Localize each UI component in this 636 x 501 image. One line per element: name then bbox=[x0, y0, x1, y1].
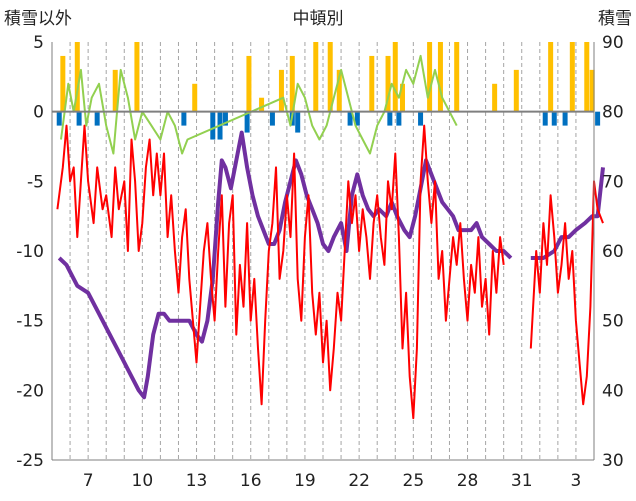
series-line bbox=[56, 124, 505, 420]
y-left-tick-label: -20 bbox=[16, 381, 44, 401]
bar bbox=[295, 111, 301, 133]
bar bbox=[347, 111, 353, 126]
x-tick-label: 25 bbox=[403, 471, 425, 491]
bar bbox=[548, 42, 554, 112]
bar bbox=[74, 42, 80, 112]
y-left-tick-label: 5 bbox=[33, 33, 44, 53]
bar bbox=[542, 111, 548, 126]
y-left-tick-label: -10 bbox=[16, 242, 44, 262]
bar bbox=[387, 111, 393, 126]
y-left-label: 積雪以外 bbox=[4, 9, 72, 29]
bar bbox=[396, 111, 402, 126]
bar bbox=[336, 69, 342, 112]
bar bbox=[392, 42, 398, 112]
bar bbox=[289, 55, 295, 112]
bar bbox=[327, 42, 333, 112]
x-tick-label: 16 bbox=[240, 471, 262, 491]
bar bbox=[313, 42, 319, 112]
bar-series bbox=[56, 42, 601, 140]
bar bbox=[246, 55, 252, 112]
line-series bbox=[56, 54, 605, 420]
bar bbox=[584, 42, 590, 112]
bar bbox=[354, 111, 360, 126]
y-right-tick-label: 70 bbox=[602, 172, 624, 192]
x-tick-label: 7 bbox=[83, 471, 94, 491]
bar bbox=[551, 111, 557, 126]
bar bbox=[589, 69, 595, 112]
bar bbox=[399, 83, 405, 112]
y-right-tick-label: 60 bbox=[602, 242, 624, 262]
bar bbox=[385, 55, 391, 112]
bar bbox=[76, 111, 82, 126]
bar bbox=[595, 111, 601, 126]
y-left-tick-label: -5 bbox=[27, 172, 44, 192]
bar bbox=[192, 83, 198, 112]
bar bbox=[427, 42, 433, 112]
bar bbox=[437, 42, 443, 112]
bar bbox=[569, 42, 575, 112]
x-tick-label: 19 bbox=[294, 471, 316, 491]
x-tick-label: 28 bbox=[457, 471, 479, 491]
x-tick-label: 22 bbox=[348, 471, 370, 491]
bar bbox=[562, 111, 568, 126]
y-right-label: 積雪 bbox=[598, 9, 632, 29]
axes bbox=[51, 42, 595, 461]
bar bbox=[134, 42, 140, 112]
y-left-tick-label: 0 bbox=[33, 103, 44, 123]
x-tick-label: 10 bbox=[132, 471, 154, 491]
series-line bbox=[529, 180, 604, 406]
bar bbox=[269, 111, 275, 126]
x-tick-label: 3 bbox=[571, 471, 582, 491]
bar bbox=[492, 83, 498, 112]
y-right-tick-label: 40 bbox=[602, 381, 624, 401]
y-right-tick-label: 80 bbox=[602, 103, 624, 123]
bar bbox=[244, 111, 250, 133]
y-right-tick-label: 30 bbox=[602, 451, 624, 471]
bar bbox=[513, 69, 519, 112]
bar bbox=[222, 111, 228, 126]
bar bbox=[210, 111, 216, 140]
bar bbox=[454, 42, 460, 112]
bar bbox=[259, 97, 265, 112]
y-left-tick-label: -15 bbox=[16, 312, 44, 332]
y-right-tick-label: 50 bbox=[602, 312, 624, 332]
bar bbox=[112, 69, 118, 112]
bar bbox=[56, 111, 62, 126]
bar bbox=[369, 55, 375, 112]
bar bbox=[60, 55, 66, 112]
bar bbox=[418, 111, 424, 126]
x-tick-label: 13 bbox=[186, 471, 208, 491]
y-left-tick-label: -25 bbox=[16, 451, 44, 471]
bar bbox=[181, 111, 187, 126]
series-line bbox=[530, 167, 605, 260]
bar bbox=[94, 111, 100, 126]
bar bbox=[278, 69, 284, 112]
x-tick-label: 31 bbox=[511, 471, 533, 491]
series-line bbox=[60, 54, 458, 155]
chart-title: 中頓別 bbox=[293, 9, 344, 29]
y-right-tick-label: 90 bbox=[602, 33, 624, 53]
